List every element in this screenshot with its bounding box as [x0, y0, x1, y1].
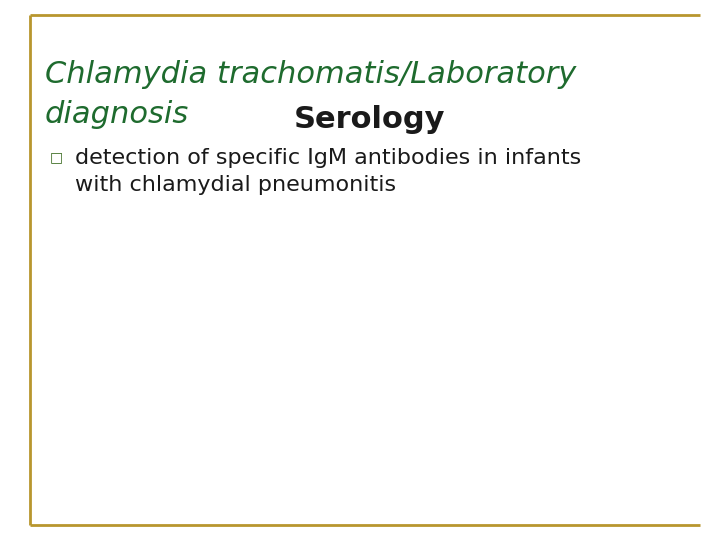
Text: Chlamydia trachomatis/Laboratory: Chlamydia trachomatis/Laboratory	[45, 60, 576, 89]
Text: □: □	[50, 150, 63, 164]
Text: diagnosis: diagnosis	[45, 100, 189, 129]
Text: Serology: Serology	[294, 105, 446, 134]
Text: detection of specific IgM antibodies in infants: detection of specific IgM antibodies in …	[75, 148, 581, 168]
Text: with chlamydial pneumonitis: with chlamydial pneumonitis	[75, 175, 396, 195]
